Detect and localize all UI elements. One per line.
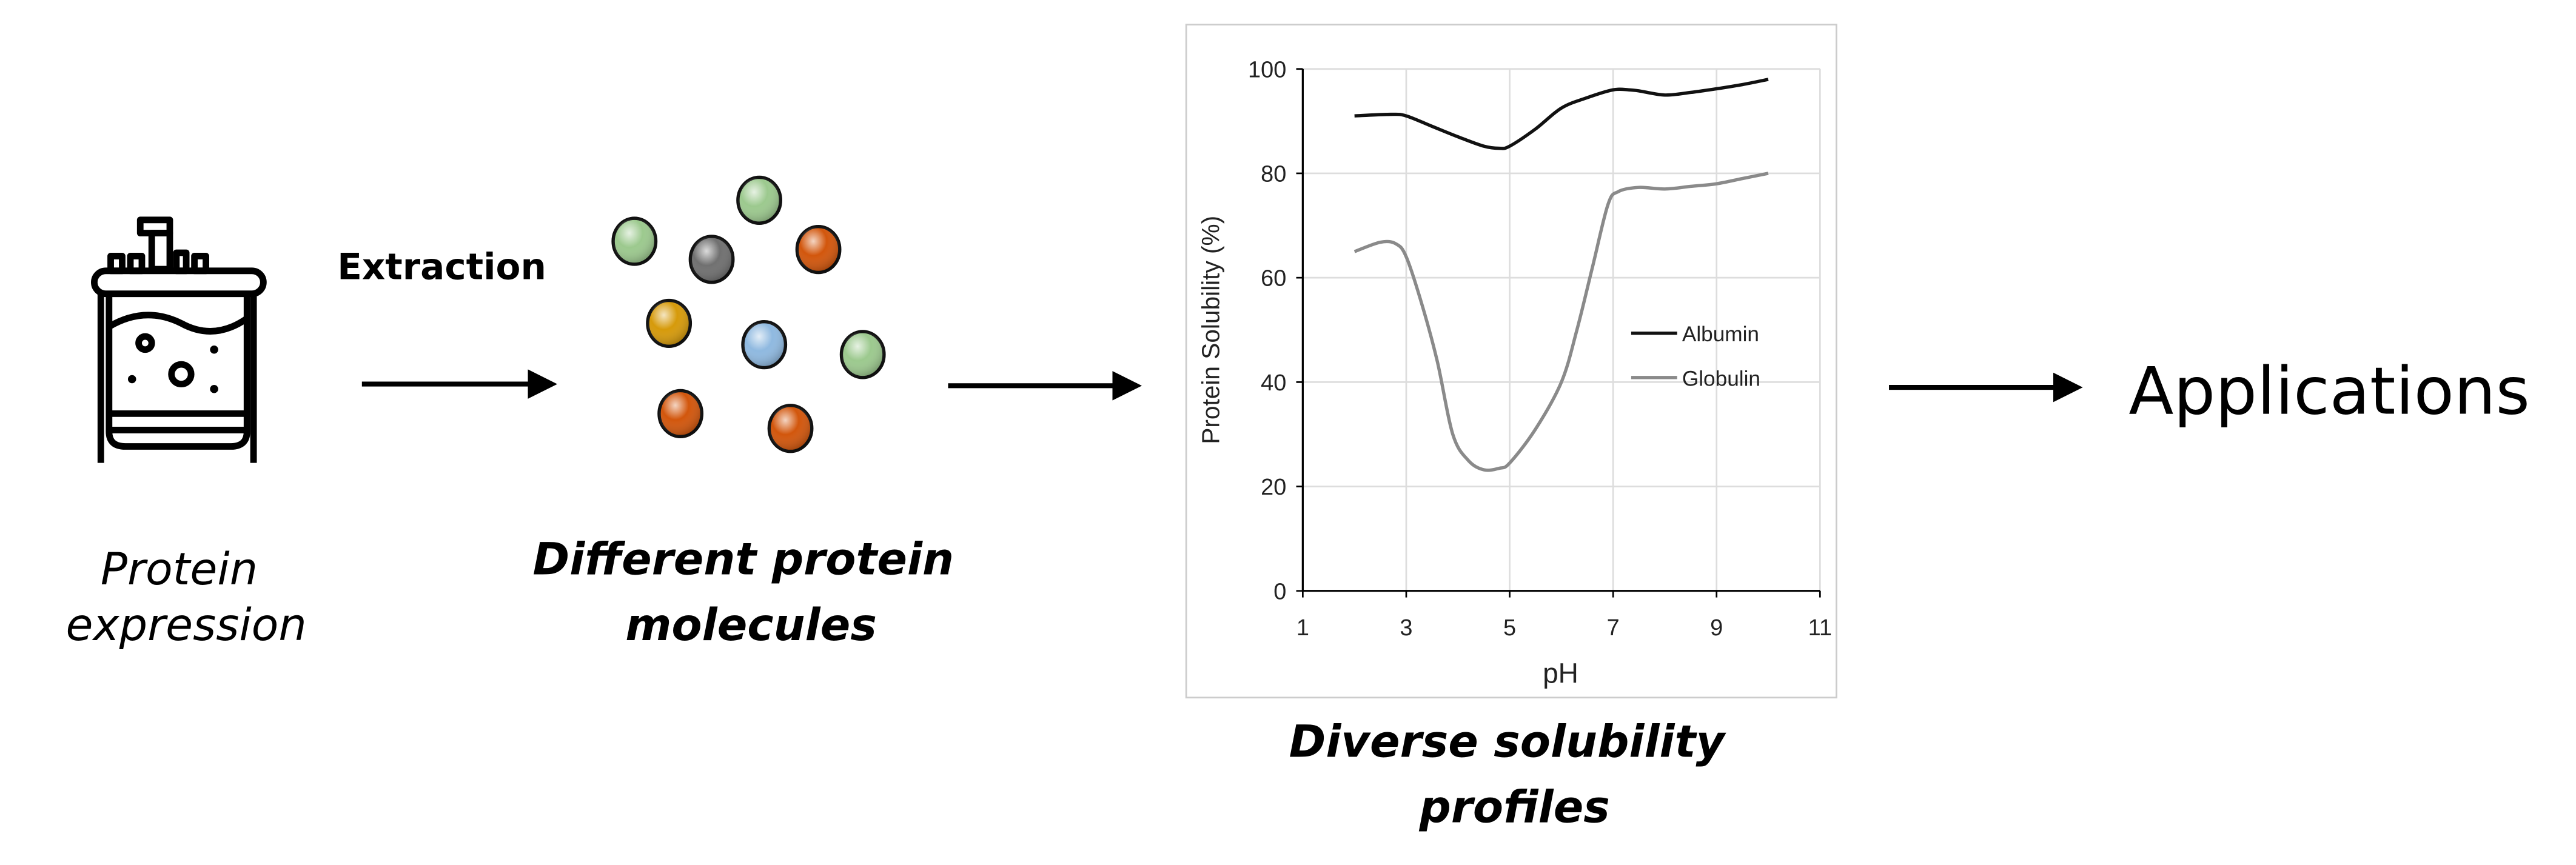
diverse-solubility-profiles-label: Diverse solubility profiles (1289, 716, 1740, 833)
chart-frame (1185, 24, 1837, 699)
label-line: Different protein (533, 534, 954, 586)
series-line-albumin (1354, 78, 1769, 150)
solubility-chart: 0 20 40 60 80 100 1 3 5 7 9 11 Albumin Globulin (1248, 57, 1832, 641)
extraction-label: Extraction (337, 246, 546, 288)
y-tick-label: 80 (1261, 161, 1286, 187)
protein-molecule (795, 224, 842, 275)
protein-molecule (839, 330, 886, 379)
protein-molecule (611, 216, 658, 266)
bioreactor-icon (91, 216, 267, 463)
different-protein-molecules-label: Different protein molecules (533, 534, 970, 651)
protein-molecule (646, 298, 693, 349)
x-tick-label: 3 (1400, 615, 1412, 641)
legend-label: Globulin (1682, 367, 1760, 390)
protein-molecule (741, 320, 788, 370)
protein-molecule (767, 404, 814, 453)
applications-label: Applications (2128, 352, 2530, 429)
label-line: Protein (101, 544, 258, 595)
protein-molecules (611, 175, 886, 453)
x-tick-label: 1 (1296, 615, 1309, 641)
protein-molecule (657, 389, 704, 438)
label-line: molecules (625, 599, 877, 651)
series-line-globulin (1353, 172, 1769, 472)
y-tick-label: 0 (1273, 579, 1286, 604)
x-tick-label: 9 (1710, 615, 1723, 641)
label-line: expression (65, 599, 306, 651)
protein-molecule (688, 235, 735, 284)
label-line: Diverse solubility (1289, 716, 1727, 767)
y-tick-label: 20 (1261, 475, 1286, 500)
protein-molecule (736, 175, 783, 225)
legend-label: Albumin (1682, 322, 1759, 346)
x-tick-label: 11 (1808, 615, 1832, 641)
x-tick-label: 7 (1607, 615, 1620, 641)
label-line: profiles (1419, 782, 1610, 833)
protein-expression-label: Protein expression (65, 544, 306, 651)
y-tick-label: 100 (1248, 57, 1286, 82)
y-axis-label: Protein Solubility (%) (1196, 216, 1224, 444)
y-tick-label: 60 (1261, 266, 1286, 292)
x-tick-label: 5 (1503, 615, 1516, 641)
x-axis-label: pH (1543, 657, 1578, 689)
y-tick-label: 40 (1261, 370, 1286, 396)
